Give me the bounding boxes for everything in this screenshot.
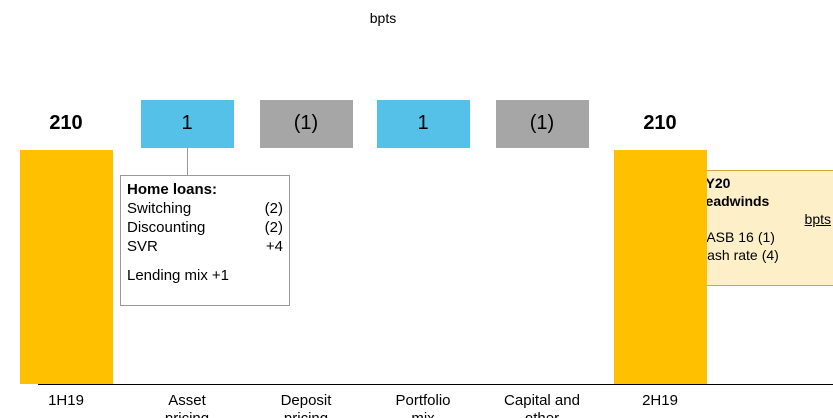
bar (376, 100, 470, 148)
callout-row: Cash rate (4) (697, 246, 827, 264)
item-label: SVR (127, 238, 158, 255)
callout-items: Switching (2) Discounting (2) SVR +4 (127, 199, 283, 256)
x-tick-label: Portfolio mix (395, 392, 451, 418)
value-label: 1 (417, 112, 429, 134)
item-value: +1 (211, 267, 229, 284)
bar (613, 150, 707, 384)
value-label: 1 (181, 112, 193, 134)
item-value: (4) (761, 247, 779, 263)
x-tick-label: Asset pricing (165, 392, 209, 418)
item-label: AASB 16 (697, 229, 754, 245)
callout-row: Discounting (2) (127, 218, 283, 237)
callout-unit: bpts (804, 211, 831, 227)
item-value: (2) (264, 200, 283, 217)
item-label: Discounting (127, 219, 206, 236)
item-label: Lending mix (127, 267, 208, 284)
callout-row: AASB 16 (1) (697, 228, 827, 246)
bar (19, 150, 113, 384)
callout-items: AASB 16 (1) Cash rate (4) (697, 228, 827, 264)
item-value: (2) (264, 219, 283, 236)
item-value: (1) (757, 229, 775, 245)
headwinds-callout: FY20 headwinds bpts AASB 16 (1) Cash rate(… (690, 170, 833, 286)
x-tick-label: 1H19 (48, 392, 84, 409)
callout-title: Home loans: (127, 181, 218, 198)
axis-line (38, 384, 833, 385)
item-label: Cash rate (697, 247, 758, 263)
callout-row: Switching (2) (127, 199, 283, 218)
home-loans-callout: Home loans: Switching (2) Discounting (2) SV… (120, 175, 290, 306)
callout-row: Lending mix +1 (127, 266, 283, 285)
item-value: +4 (265, 238, 283, 255)
bar (495, 100, 589, 148)
x-tick-label: 2H19 (642, 392, 678, 409)
item-label: Switching (127, 200, 192, 217)
callout-row: SVR +4 (127, 237, 283, 256)
subtitle: bpts (369, 10, 397, 26)
value-label: 210 (643, 112, 677, 134)
callout-title: FY20 headwinds (697, 175, 770, 209)
connector (187, 148, 188, 176)
value-label: (1) (293, 112, 319, 134)
bar (259, 100, 353, 148)
value-label: (1) (529, 112, 555, 134)
x-tick-label: Capital and other (504, 392, 580, 418)
bar (140, 100, 234, 148)
value-label: 210 (49, 112, 83, 134)
x-tick-label: Deposit pricing (280, 392, 332, 418)
